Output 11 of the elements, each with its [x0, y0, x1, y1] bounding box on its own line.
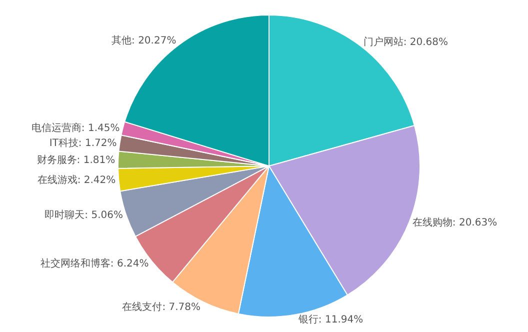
slice-label: 社交网络和博客: 6.24% — [40, 258, 149, 270]
slice-label: 门户网站: 20.68% — [363, 36, 448, 48]
slice-label: 银行: 11.94% — [297, 314, 364, 326]
slice-label: 在线支付: 7.78% — [122, 300, 201, 313]
slice-label: 在线购物: 20.63% — [412, 216, 498, 228]
slice-label: IT科技: 1.72% — [49, 136, 117, 149]
slice-label: 即时聊天: 5.06% — [44, 209, 123, 222]
slice-label: 在线游戏: 2.42% — [37, 174, 116, 186]
slice-label: 电信运营商: 1.45% — [31, 122, 120, 134]
slice-label: 财务服务: 1.81% — [36, 154, 116, 166]
slice-label: 其他: 20.27% — [112, 34, 176, 47]
